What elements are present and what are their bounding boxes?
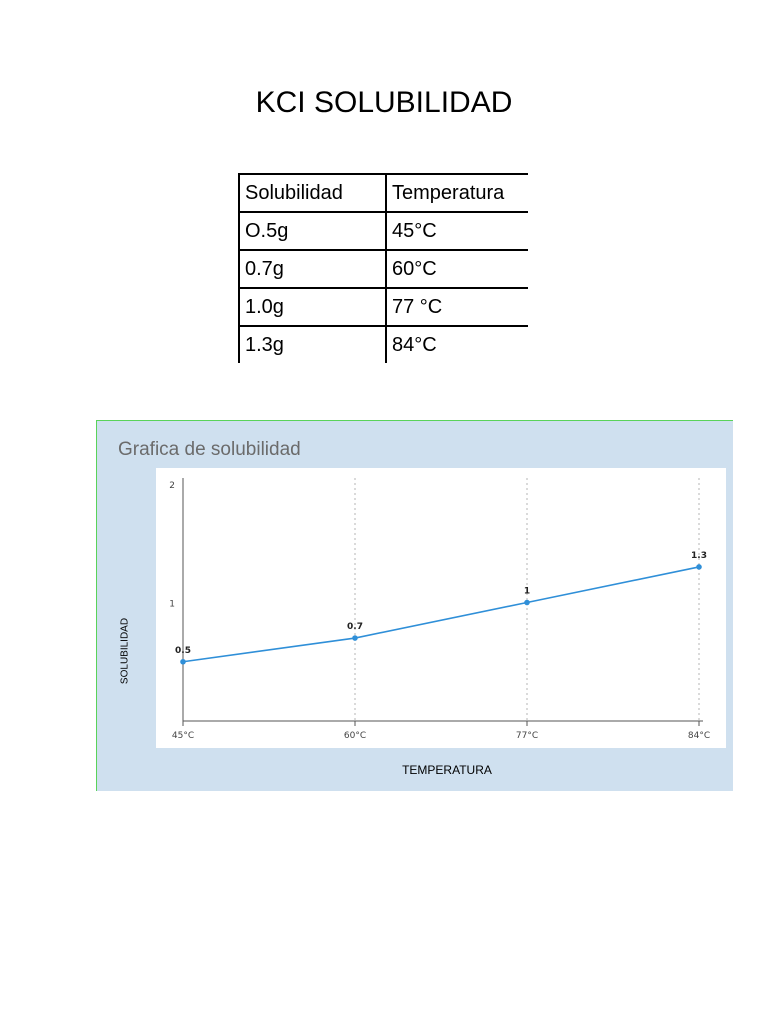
- table-cell: 77 °C: [385, 288, 528, 327]
- table-cell: 60°C: [385, 250, 528, 289]
- table-header-row: Solubilidad Temperatura: [238, 173, 528, 213]
- data-label: 1.3: [691, 551, 707, 561]
- x-axis-label: TEMPERATURA: [402, 763, 492, 777]
- solubility-table: Solubilidad Temperatura O.5g 45°C 0.7g 6…: [238, 173, 528, 363]
- data-point: [696, 564, 702, 570]
- table-cell: 84°C: [385, 326, 528, 363]
- x-tick-label: 45°C: [172, 731, 194, 741]
- y-tick-label: 2: [169, 481, 175, 491]
- y-tick-label: 1: [169, 600, 175, 610]
- chart-panel: Grafica de solubilidad SOLUBILIDAD 1 2 45°…: [96, 420, 733, 791]
- line-chart: 1 2 45°C 60°C 77°C 84°C 0.5 0.7 1 1.3: [169, 478, 710, 741]
- table-row: 1.0g 77 °C: [238, 288, 528, 327]
- x-tick-label: 77°C: [516, 731, 538, 741]
- data-point: [180, 658, 186, 665]
- series-line: [182, 566, 700, 663]
- x-tick-label: 60°C: [344, 731, 366, 741]
- table-row: 0.7g 60°C: [238, 250, 528, 289]
- table-row: 1.3g 84°C: [238, 326, 528, 363]
- y-axis-label: SOLUBILIDAD: [119, 617, 131, 685]
- plot-area: 1 2 45°C 60°C 77°C 84°C 0.5 0.7 1 1.3: [156, 468, 726, 748]
- data-point: [352, 635, 358, 641]
- data-label: 0.7: [347, 622, 363, 632]
- table-cell: 1.0g: [238, 288, 386, 327]
- document-title: KCI SOLUBILIDAD: [255, 86, 513, 119]
- table-header-cell: Solubilidad: [238, 173, 386, 213]
- table-cell: 45°C: [385, 212, 528, 251]
- x-tick-label: 84°C: [688, 731, 710, 741]
- table-row: O.5g 45°C: [238, 212, 528, 251]
- table-cell: 0.7g: [238, 250, 386, 289]
- data-label: 1: [524, 587, 530, 597]
- data-point: [524, 599, 530, 606]
- table-header-cell: Temperatura: [385, 173, 528, 213]
- table-cell: O.5g: [238, 212, 386, 251]
- table-cell: 1.3g: [238, 326, 386, 363]
- chart-title: Grafica de solubilidad: [118, 439, 301, 460]
- data-label: 0.5: [175, 646, 191, 656]
